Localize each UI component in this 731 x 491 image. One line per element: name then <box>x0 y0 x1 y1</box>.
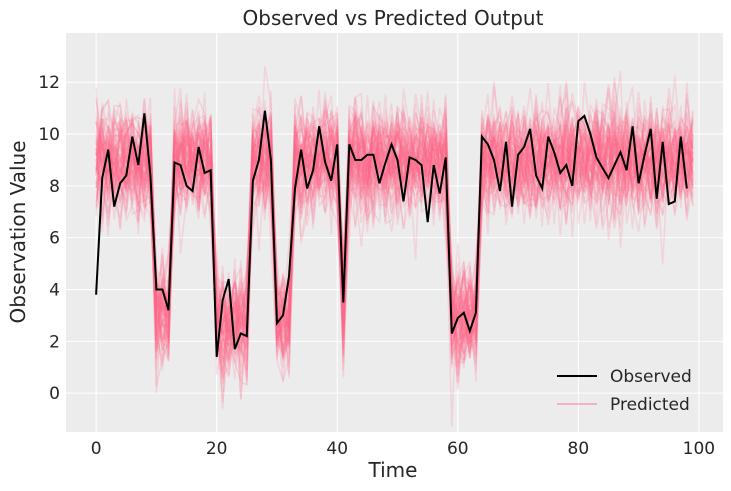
predicted-line <box>95 100 694 390</box>
predicted-line <box>95 92 694 381</box>
predicted-line <box>95 88 694 364</box>
predicted-line <box>95 96 694 366</box>
chart-title: Observed vs Predicted Output <box>243 6 544 30</box>
x-tick-labels: 0 20 40 60 80 100 <box>91 439 715 459</box>
predicted-line <box>95 86 694 365</box>
predicted-line <box>95 95 694 356</box>
x-tick-label: 60 <box>447 439 469 459</box>
predicted-line <box>95 65 694 394</box>
predicted-line <box>95 98 694 381</box>
predicted-line <box>95 94 694 339</box>
grid-lines <box>66 33 723 432</box>
predicted-line <box>95 98 694 372</box>
plot-area <box>66 33 723 432</box>
predicted-line <box>95 96 694 364</box>
predicted-line <box>95 96 694 360</box>
predicted-line <box>95 97 694 384</box>
predicted-line <box>95 82 694 363</box>
predicted-line <box>95 105 694 351</box>
predicted-line <box>95 76 694 380</box>
predicted-line <box>95 98 694 371</box>
predicted-line <box>95 93 694 336</box>
predicted-line <box>95 116 694 382</box>
predicted-line <box>95 109 694 360</box>
predicted-line <box>95 87 694 371</box>
predicted-line <box>95 75 694 386</box>
x-tick-label: 0 <box>91 439 102 459</box>
predicted-line <box>95 108 694 364</box>
predicted-line <box>95 85 694 375</box>
x-tick-label: 80 <box>568 439 590 459</box>
legend-observed-label: Observed <box>610 367 692 387</box>
y-tick-label: 10 <box>38 125 60 145</box>
x-tick-label: 20 <box>206 439 228 459</box>
observed-series <box>95 110 688 358</box>
observed-line <box>95 110 688 358</box>
predicted-line <box>95 97 694 388</box>
y-tick-label: 2 <box>49 332 60 352</box>
predicted-line <box>95 105 694 362</box>
predicted-line <box>95 98 694 376</box>
predicted-line <box>95 88 694 348</box>
predicted-line <box>95 80 694 360</box>
predicted-line <box>95 81 694 401</box>
predicted-line <box>95 94 694 356</box>
predicted-line <box>95 108 694 363</box>
x-tick-label: 100 <box>683 439 715 459</box>
y-tick-label: 0 <box>49 384 60 404</box>
predicted-line <box>95 105 694 356</box>
y-axis-label: Observation Value <box>6 140 30 323</box>
x-axis-label: Time <box>368 458 418 482</box>
predicted-line <box>95 113 694 348</box>
x-tick-label: 40 <box>326 439 348 459</box>
predicted-line <box>95 91 694 356</box>
predicted-line <box>95 81 694 392</box>
predicted-line <box>95 90 694 349</box>
y-tick-label: 8 <box>49 177 60 197</box>
predicted-line <box>95 111 694 379</box>
y-tick-label: 12 <box>38 73 60 93</box>
legend: Observed Predicted <box>557 367 692 415</box>
y-tick-label: 6 <box>49 229 60 249</box>
y-tick-label: 4 <box>49 281 60 301</box>
predicted-line <box>95 94 694 399</box>
legend-predicted-label: Predicted <box>610 395 690 415</box>
y-tick-labels: 0 2 4 6 8 10 12 <box>38 73 60 404</box>
predicted-line <box>95 110 694 356</box>
predicted-line <box>95 116 694 366</box>
predicted-line <box>95 104 694 356</box>
predicted-line <box>95 102 694 377</box>
